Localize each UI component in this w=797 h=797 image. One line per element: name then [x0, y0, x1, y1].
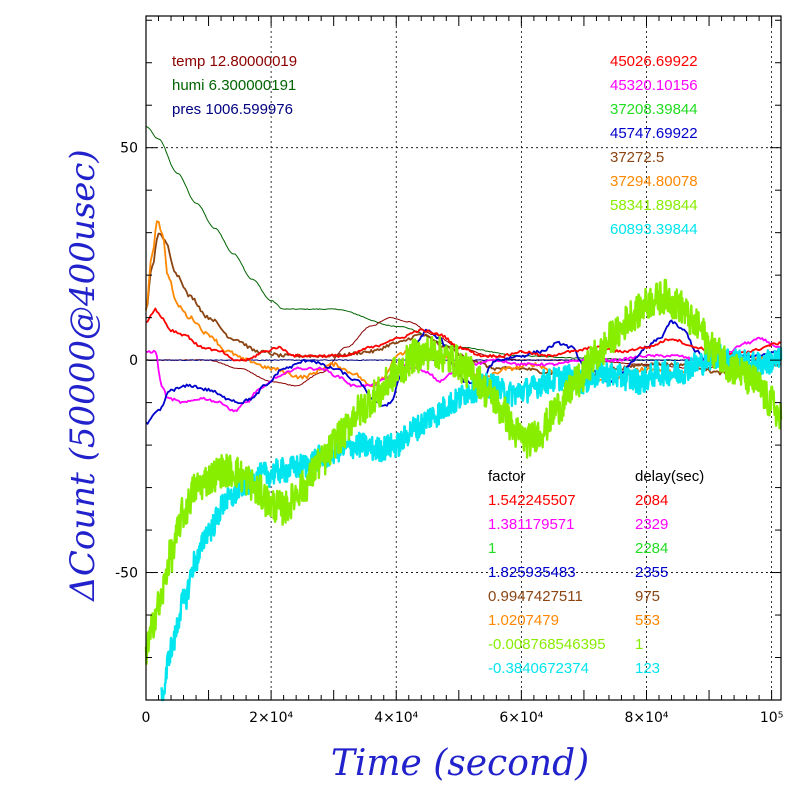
- series-value: 45026.69922: [610, 53, 698, 70]
- series-value: 58341.89844: [610, 197, 698, 214]
- series-layer: [144, 125, 783, 702]
- series-line: [145, 307, 782, 362]
- factor-header: factor: [488, 468, 526, 485]
- delay-value: 2329: [635, 516, 668, 533]
- annotations: temp 12.80000019 humi 6.300000191 pres 100…: [172, 53, 704, 677]
- factor-value: 0.9947427511: [488, 588, 583, 605]
- series-line: [145, 319, 782, 425]
- env-reading: temp 12.80000019: [172, 53, 297, 70]
- series-line: [144, 278, 783, 665]
- delay-value: 123: [635, 660, 660, 677]
- x-axis-label: Time (second): [331, 743, 589, 784]
- delay-value: 553: [635, 612, 660, 629]
- series-value: 60893.39844: [610, 221, 698, 238]
- delay-value: 2084: [635, 492, 668, 509]
- delay-header: delay(sec): [635, 468, 704, 485]
- env-reading: pres 1006.599976: [172, 101, 293, 118]
- axis-ticks: [145, 16, 781, 701]
- delay-value: 975: [635, 588, 660, 605]
- delay-value: 2355: [635, 564, 668, 581]
- series-value: 37294.80078: [610, 173, 698, 190]
- factor-value: 1.381179571: [488, 516, 574, 533]
- factor-value: 1.0207479: [488, 612, 559, 629]
- factor-value: -0.008768546395: [488, 636, 606, 653]
- delay-value: 2284: [635, 540, 668, 557]
- series-value: 37208.39844: [610, 101, 698, 118]
- series-value: 45320.10156: [610, 77, 698, 94]
- y-tick-label: 0: [129, 353, 138, 369]
- factor-value: 1.825935483: [488, 564, 576, 581]
- series-value: 37272.5: [610, 149, 664, 166]
- factor-value: -0.3840672374: [488, 660, 589, 677]
- x-tick-label: 0: [142, 710, 151, 726]
- factor-value: 1: [488, 540, 496, 557]
- series-line: [160, 343, 783, 702]
- plot-frame: [145, 15, 782, 701]
- y-tick-label: -50: [115, 566, 138, 582]
- delay-value: 1: [635, 636, 643, 653]
- x-tick-label: 10⁵: [760, 710, 783, 726]
- factor-value: 1.542245507: [488, 492, 576, 509]
- x-tick-label: 6×10⁴: [499, 710, 543, 726]
- y-tick-label: 50: [120, 141, 138, 157]
- x-tick-label: 8×10⁴: [624, 710, 668, 726]
- x-tick-label: 2×10⁴: [249, 710, 293, 726]
- x-tick-label: 4×10⁴: [374, 710, 418, 726]
- env-reading: humi 6.300000191: [172, 77, 296, 94]
- series-value: 45747.69922: [610, 125, 698, 142]
- y-axis-label: ΔCount (50000@400usec): [63, 149, 103, 602]
- tick-labels: 0 2×10⁴ 4×10⁴ 6×10⁴ 8×10⁴ 10⁵ 50 0 -50: [115, 141, 783, 726]
